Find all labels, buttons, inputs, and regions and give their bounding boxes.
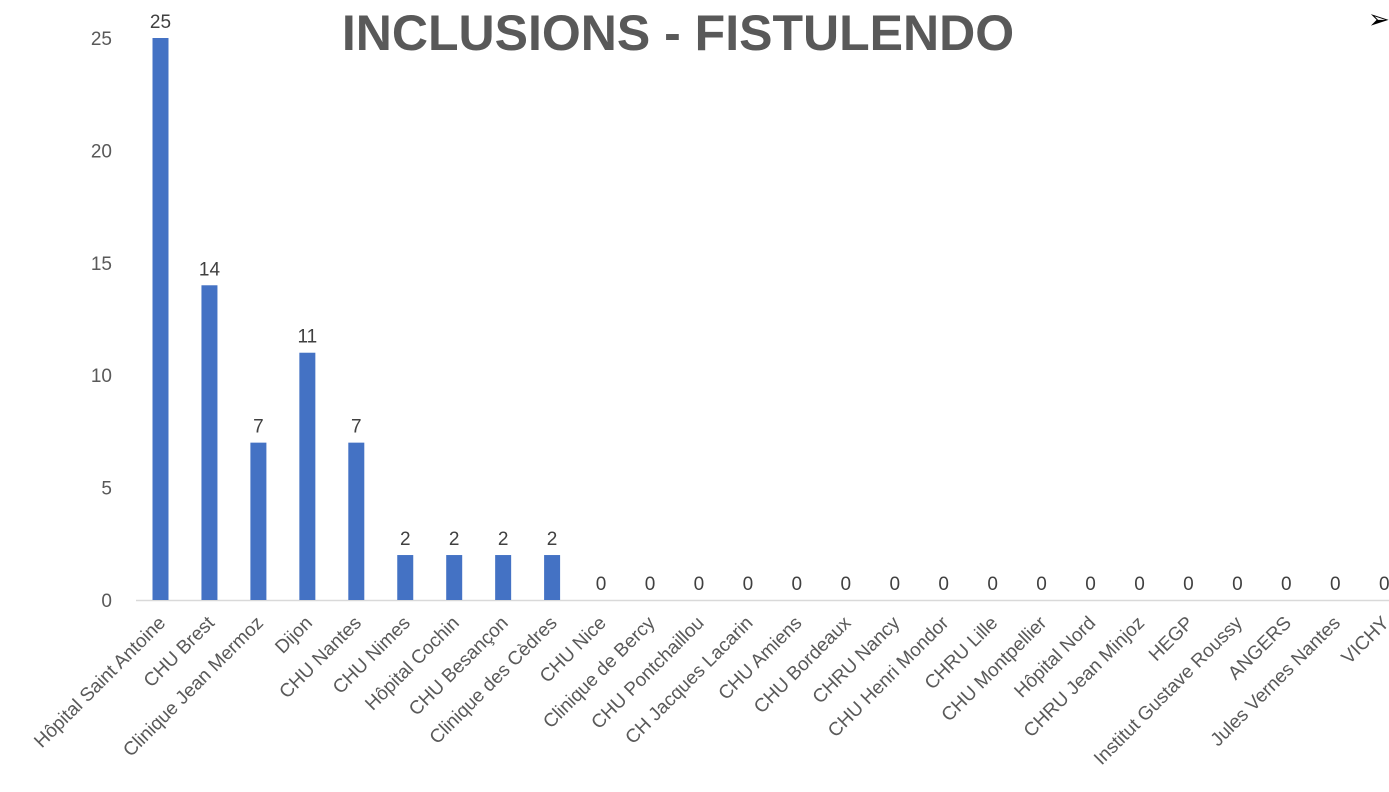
bar bbox=[348, 442, 365, 600]
data-labels-group: 25 14 7 11 7 2 2 2 2 0 0 0 0 0 0 0 0 0 0 0 0 0 0 0 0 0 bbox=[150, 12, 1389, 595]
chart-title: INCLUSIONS - FISTULENDO bbox=[342, 5, 1014, 61]
y-tick-label: 20 bbox=[91, 141, 112, 162]
data-label: 0 bbox=[645, 574, 656, 595]
data-label: 0 bbox=[1183, 574, 1194, 595]
data-label: 11 bbox=[297, 327, 317, 348]
bar bbox=[544, 555, 561, 600]
y-tick-label: 15 bbox=[91, 254, 112, 275]
data-label: 2 bbox=[449, 529, 460, 550]
data-label: 0 bbox=[792, 574, 803, 595]
data-label: 0 bbox=[1379, 574, 1389, 595]
data-label: 2 bbox=[400, 529, 411, 550]
y-tick-label: 10 bbox=[91, 366, 112, 387]
data-label: 0 bbox=[1134, 574, 1145, 595]
data-label: 7 bbox=[351, 417, 362, 438]
y-axis-ticks: 0 5 10 15 20 25 bbox=[91, 29, 112, 612]
bar bbox=[397, 555, 414, 600]
y-tick-label: 5 bbox=[101, 479, 112, 500]
data-label: 0 bbox=[596, 574, 607, 595]
data-label: 0 bbox=[1232, 574, 1243, 595]
data-label: 0 bbox=[938, 574, 949, 595]
bar bbox=[250, 442, 267, 600]
data-label: 0 bbox=[841, 574, 852, 595]
category-label: Dijon bbox=[271, 613, 316, 658]
y-tick-label: 25 bbox=[91, 29, 112, 50]
data-label: 0 bbox=[694, 574, 705, 595]
bar bbox=[152, 38, 169, 600]
data-label: 2 bbox=[498, 529, 509, 550]
bar bbox=[201, 285, 218, 600]
bar bbox=[299, 352, 316, 600]
data-label: 14 bbox=[199, 259, 221, 280]
category-label: VICHY bbox=[1338, 612, 1389, 668]
data-label: 0 bbox=[1281, 574, 1292, 595]
y-tick-label: 0 bbox=[101, 591, 112, 612]
data-label: 0 bbox=[743, 574, 754, 595]
bar bbox=[446, 555, 463, 600]
arrow-right-icon: ➢ bbox=[1368, 5, 1389, 35]
bars-group bbox=[152, 38, 561, 600]
data-label: 7 bbox=[253, 417, 264, 438]
data-label: 0 bbox=[1036, 574, 1047, 595]
data-label: 0 bbox=[1330, 574, 1341, 595]
bar bbox=[495, 555, 512, 600]
data-label: 0 bbox=[889, 574, 900, 595]
data-label: 2 bbox=[547, 529, 558, 550]
data-label: 0 bbox=[987, 574, 998, 595]
data-label: 0 bbox=[1085, 574, 1096, 595]
data-label: 25 bbox=[150, 12, 171, 33]
